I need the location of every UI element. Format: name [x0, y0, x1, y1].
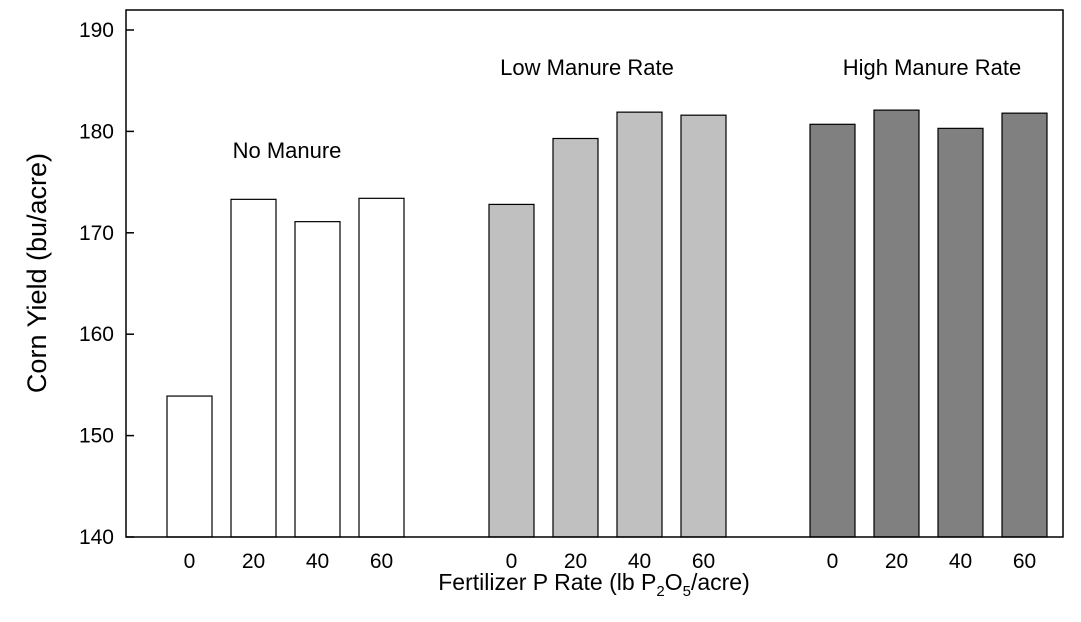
group-label: No Manure	[233, 138, 342, 163]
bars-layer	[166, 109, 1048, 538]
x-tick-label: 0	[184, 550, 196, 573]
bar	[1001, 112, 1048, 538]
y-axis-title: Corn Yield (bu/acre)	[22, 153, 52, 393]
bar	[616, 111, 663, 538]
x-tick-label: 60	[692, 550, 715, 573]
x-tick-label: 20	[242, 550, 265, 573]
x-tick-label: 0	[506, 550, 518, 573]
x-tick-label: 60	[1013, 550, 1036, 573]
bar	[873, 109, 920, 538]
x-tick-label: 40	[306, 550, 329, 573]
bar	[488, 203, 535, 538]
x-axis-title-mid: O	[665, 569, 683, 595]
x-axis: 0 20 40 60 0 20 40 60 0 20 40 60	[184, 550, 1037, 573]
group-label: High Manure Rate	[843, 55, 1022, 80]
x-tick-label: 60	[370, 550, 393, 573]
group-label: Low Manure Rate	[500, 55, 674, 80]
bar	[680, 114, 727, 538]
x-tick-label: 20	[564, 550, 587, 573]
y-tick-label: 140	[79, 526, 114, 549]
y-tick-label: 160	[79, 323, 114, 346]
bar	[294, 221, 341, 538]
bar	[230, 198, 277, 538]
x-tick-label: 40	[628, 550, 651, 573]
bar	[552, 137, 599, 538]
y-tick-label: 190	[79, 19, 114, 42]
x-axis-title-suffix: /acre)	[691, 569, 750, 595]
x-tick-label: 40	[949, 550, 972, 573]
bar	[358, 197, 405, 538]
y-tick-label: 180	[79, 120, 114, 143]
x-tick-label: 0	[827, 550, 839, 573]
x-axis-title-prefix: Fertilizer P Rate (lb P	[438, 569, 656, 595]
x-axis-title: Fertilizer P Rate (lb P2O5/acre)	[438, 569, 750, 600]
y-tick-label: 170	[79, 222, 114, 245]
bar	[937, 127, 984, 538]
x-tick-label: 20	[885, 550, 908, 573]
plot-frame	[125, 9, 1064, 538]
x-axis-title-sub2: 5	[683, 583, 691, 600]
group-labels: No Manure Low Manure Rate High Manure Rate	[233, 55, 1022, 163]
y-tick-label: 150	[79, 425, 114, 448]
bar	[809, 123, 856, 538]
x-axis-title-sub1: 2	[656, 583, 664, 600]
y-axis: 140 150 160 170 180 190	[79, 19, 134, 549]
bar	[166, 395, 213, 538]
